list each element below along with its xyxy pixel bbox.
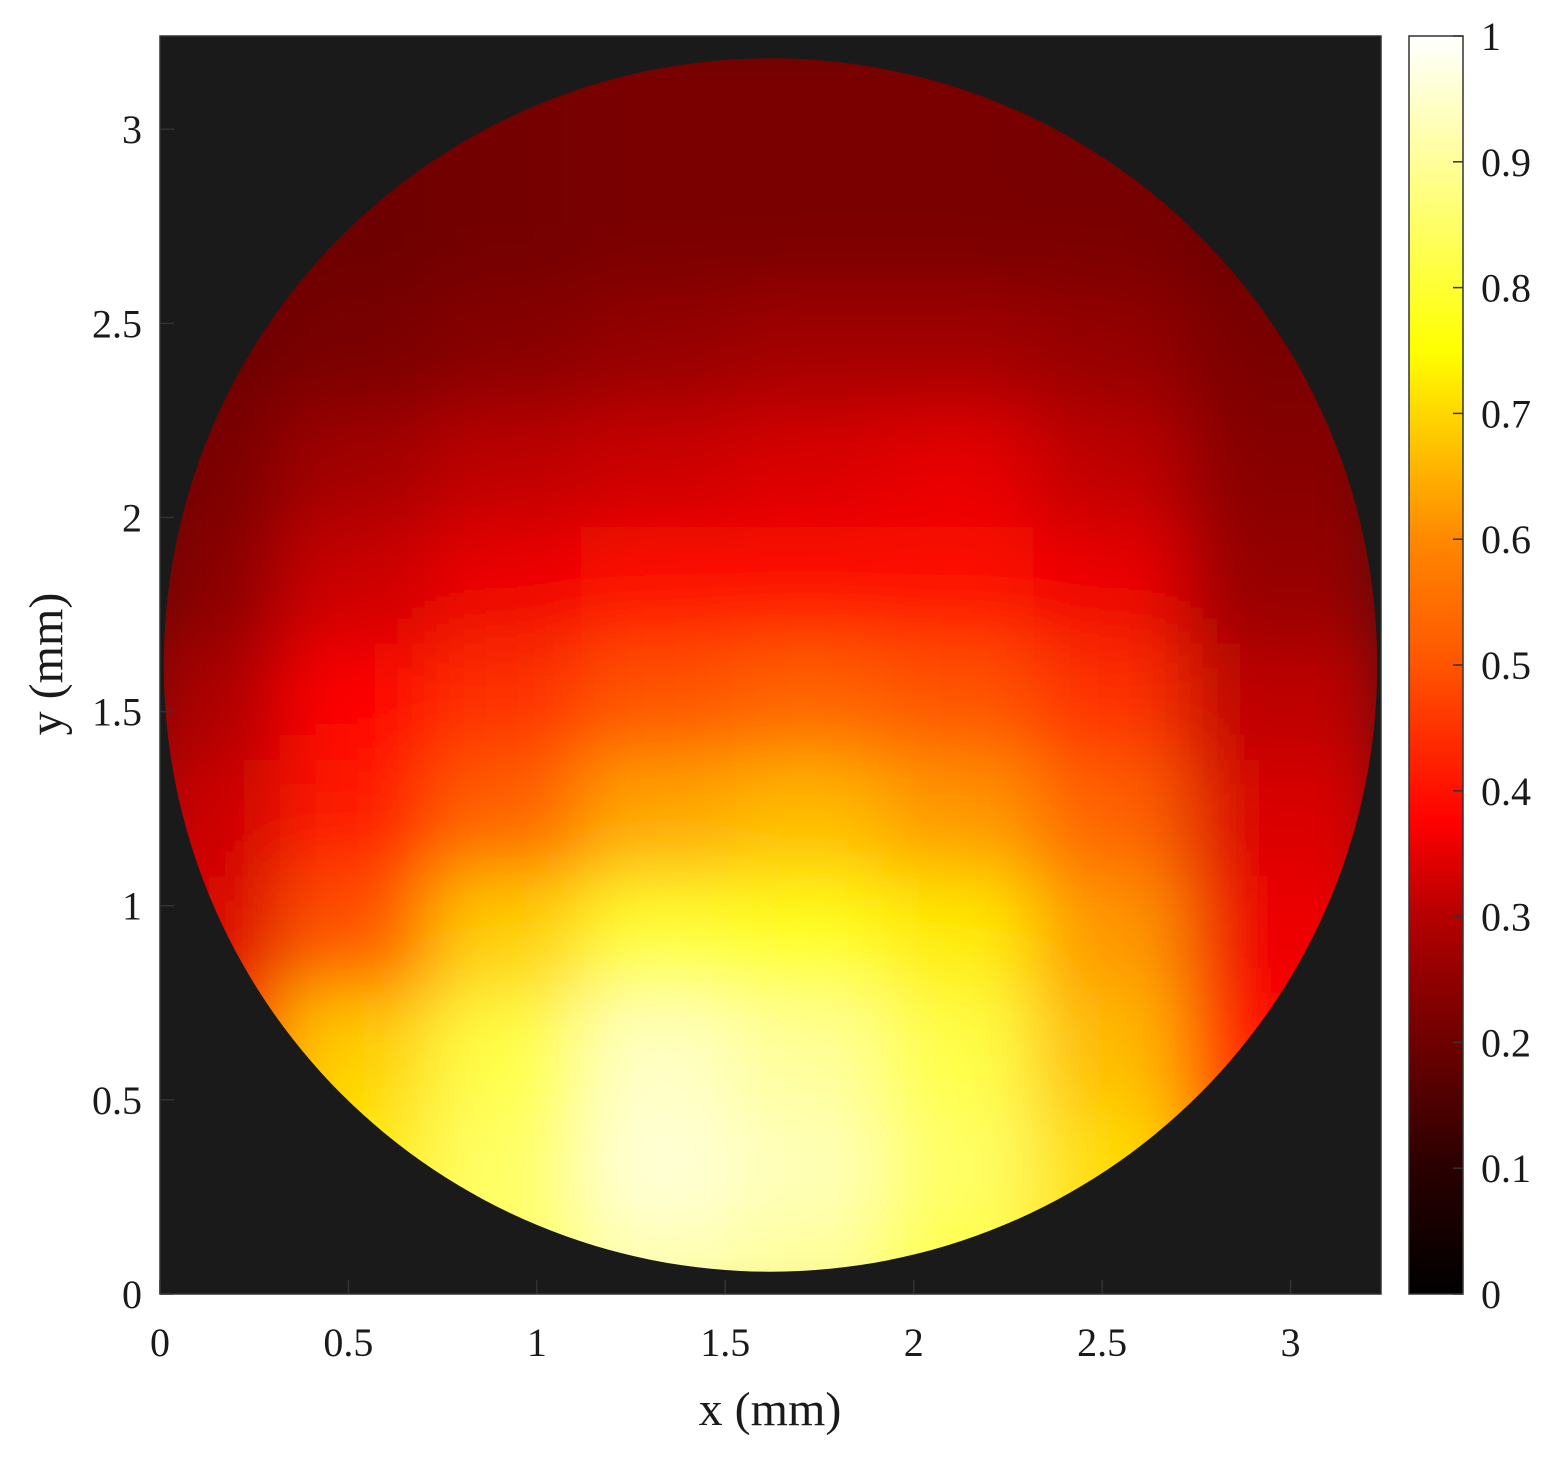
x-tick-label: 0: [150, 1320, 170, 1365]
x-axis-ticks: 0 0.5 1 1.5 2 2.5 3: [150, 1280, 1301, 1365]
colorbar-tick-label: 0.5: [1481, 643, 1531, 688]
y-tick-label: 1.5: [92, 690, 142, 735]
y-axis-title: y (mm): [20, 593, 73, 736]
x-tick-label: 0.5: [323, 1320, 373, 1365]
colorbar-tick-label: 0.9: [1481, 140, 1531, 185]
x-axis-title: x (mm): [699, 1383, 842, 1436]
y-tick-label: 0.5: [92, 1078, 142, 1123]
x-tick-label: 1: [527, 1320, 547, 1365]
y-tick-label: 0: [122, 1272, 142, 1317]
colorbar-tick-label: 0: [1481, 1272, 1501, 1317]
colorbar-tick-label: 0.1: [1481, 1146, 1531, 1191]
x-tick-label: 2.5: [1077, 1320, 1127, 1365]
colorbar: 0 0.1 0.2 0.3 0.4 0.5 0.6 0.7 0.8 0.9 1: [1408, 14, 1531, 1317]
colorbar-tick-label: 0.6: [1481, 517, 1531, 562]
colorbar-tick-label: 0.4: [1481, 769, 1531, 814]
y-tick-label: 3: [122, 107, 142, 152]
colorbar-ticks: 0 0.1 0.2 0.3 0.4 0.5 0.6 0.7 0.8 0.9 1: [1453, 14, 1531, 1317]
x-tick-label: 3: [1281, 1320, 1301, 1365]
y-tick-label: 2.5: [92, 301, 142, 346]
plot-frame: [159, 35, 1382, 1295]
colorbar-tick-label: 1: [1481, 14, 1501, 59]
y-axis-ticks: 0 0.5 1 1.5 2 2.5 3: [92, 107, 174, 1317]
colorbar-tick-label: 0.3: [1481, 895, 1531, 940]
y-tick-label: 1: [122, 884, 142, 929]
colorbar-tick-label: 0.7: [1481, 391, 1531, 436]
y-tick-label: 2: [122, 495, 142, 540]
colorbar-tick-label: 0.8: [1481, 266, 1531, 311]
colorbar-tick-label: 0.2: [1481, 1020, 1531, 1065]
x-tick-label: 2: [904, 1320, 924, 1365]
x-tick-label: 1.5: [700, 1320, 750, 1365]
